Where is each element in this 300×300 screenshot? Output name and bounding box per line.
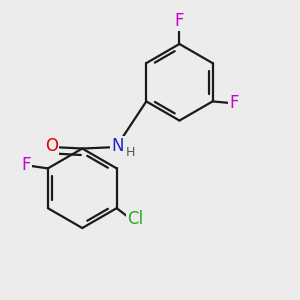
Text: N: N (111, 137, 124, 155)
Text: F: F (175, 12, 184, 30)
Text: Cl: Cl (127, 210, 143, 228)
Text: H: H (126, 146, 135, 159)
Text: O: O (45, 136, 58, 154)
Text: F: F (22, 156, 31, 174)
Text: F: F (229, 94, 239, 112)
